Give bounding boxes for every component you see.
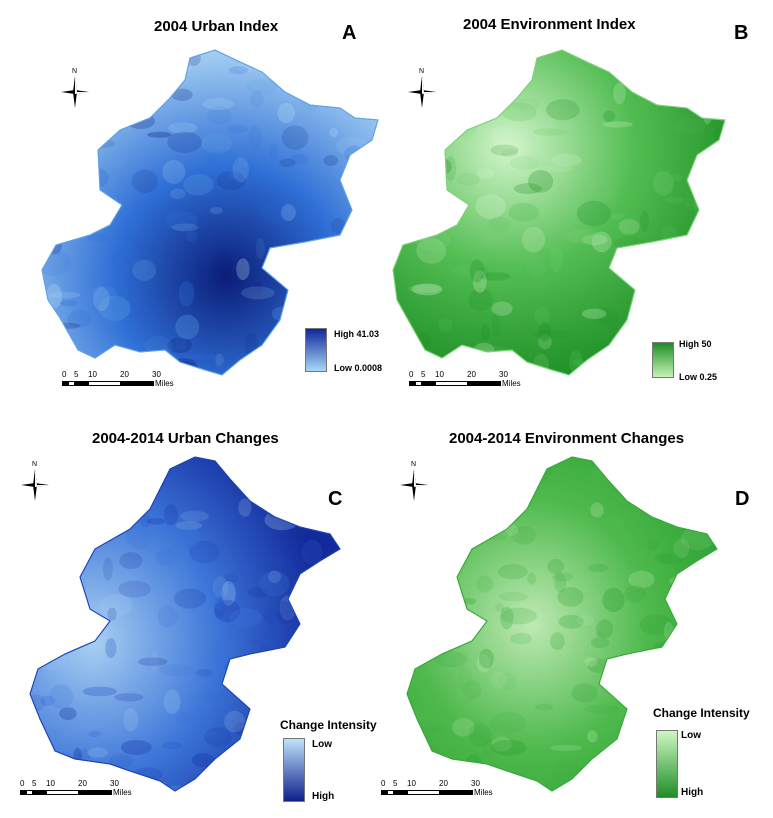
panel-title: 2004-2014 Environment Changes [449,430,685,447]
scale-tick-label: 10 [46,779,55,788]
scale-tick-label: 0 [381,779,386,788]
legend-low-label: Low [312,739,332,750]
map-urban-index [41,49,379,376]
panel-title: 2004 Urban Index [154,18,279,35]
scale-tick-label: 10 [407,779,416,788]
scale-tick-label: 10 [435,370,444,379]
legend-high-label: High [681,787,704,798]
north-arrow-icon: N [58,68,92,112]
panel-urban-index-2004: 2004 Urban Index A N High 41.03 Low 0.00… [0,0,386,409]
scale-unit-label: Miles [113,788,132,797]
panel-environment-changes: 2004-2014 Environment Changes D N Change… [381,409,773,818]
panel-letter: B [734,22,749,44]
north-arrow-icon: N [18,461,52,505]
legend-low-label: Low [681,730,701,741]
scale-tick-label: 30 [471,779,480,788]
scale-tick-label: 30 [152,370,161,379]
legend-color-bar [305,328,327,372]
legend-color-bar [283,738,305,802]
scale-tick-label: 30 [499,370,508,379]
panel-environment-index-2004: 2004 Environment Index B N High 50 Low 0… [387,0,773,409]
panel-title: 2004-2014 Urban Changes [92,430,279,447]
scale-tick-label: 5 [74,370,79,379]
scale-tick-label: 5 [32,779,37,788]
legend-high-label: High 50 [679,339,712,349]
scale-bar: 0 5 10 20 30 Miles [20,779,160,803]
legend-low-label: Low 0.0008 [334,363,383,373]
map-environment-changes [406,456,718,792]
scale-tick-label: 20 [439,779,448,788]
scale-tick-label: 20 [78,779,87,788]
scale-tick-label: 30 [110,779,119,788]
scale-tick-label: 10 [88,370,97,379]
legend-heading: Change Intensity [653,706,750,720]
north-arrow-icon: N [397,461,431,505]
legend-color-bar [652,342,674,378]
scale-bar: 0 5 10 20 30 Miles [409,370,549,394]
panel-letter: D [735,488,750,510]
scale-unit-label: Miles [155,379,174,388]
legend-low-label: Low 0.25 [679,372,718,382]
legend-heading: Change Intensity [280,718,377,732]
scale-bar: 0 5 10 20 30 Miles [62,370,202,394]
legend-high-label: High [312,791,335,802]
panel-letter: C [328,488,343,510]
scale-tick-label: 20 [120,370,129,379]
map-urban-changes [29,456,341,792]
panel-title: 2004 Environment Index [463,16,636,33]
scale-bar: 0 5 10 20 30 Miles [381,779,521,803]
scale-unit-label: Miles [502,379,521,388]
scale-tick-label: 5 [421,370,426,379]
legend-color-bar [656,730,678,798]
panel-urban-changes: 2004-2014 Urban Changes C N Change Inten… [0,409,386,818]
legend-high-label: High 41.03 [334,329,380,339]
scale-tick-label: 0 [409,370,414,379]
scale-tick-label: 5 [393,779,398,788]
panel-letter: A [342,22,357,44]
map-environment-index [392,49,726,376]
scale-tick-label: 0 [20,779,25,788]
scale-unit-label: Miles [474,788,493,797]
scale-tick-label: 20 [467,370,476,379]
north-arrow-icon: N [405,68,439,112]
scale-tick-label: 0 [62,370,67,379]
